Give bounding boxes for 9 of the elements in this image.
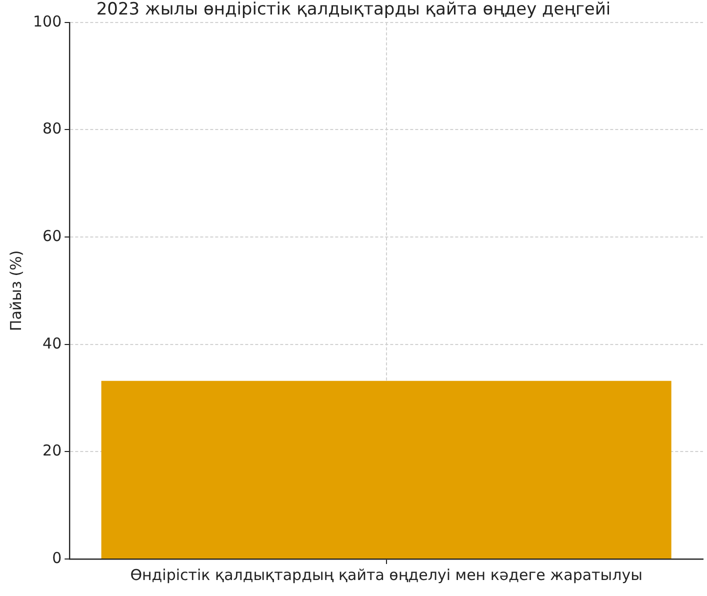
y-tick-label: 80 xyxy=(42,120,62,138)
y-axis-title: Пайыз (%) xyxy=(6,250,25,332)
y-tick-label: 100 xyxy=(32,12,62,30)
chart-title: 2023 жылы өндірістік қалдықтарды қайта өңдеу деңгейі xyxy=(96,0,611,20)
y-tick-label: 60 xyxy=(42,226,62,245)
y-tick-label: 0 xyxy=(52,548,62,567)
y-tick-label: 40 xyxy=(42,334,62,352)
x-tick-label: Өндірістік қалдықтардың қайта өңделуі мен кәдеге жаратылуы xyxy=(130,566,642,584)
y-tick-label: 20 xyxy=(42,442,62,460)
